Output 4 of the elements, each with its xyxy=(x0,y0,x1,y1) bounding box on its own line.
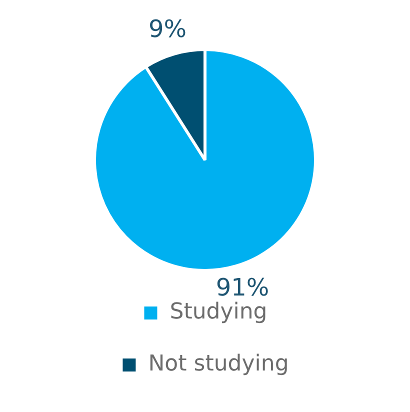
legend-label: Not studying xyxy=(148,352,289,377)
legend-label: Studying xyxy=(170,300,268,325)
data-label: 9% xyxy=(148,15,187,44)
data-label: 91% xyxy=(216,273,270,302)
